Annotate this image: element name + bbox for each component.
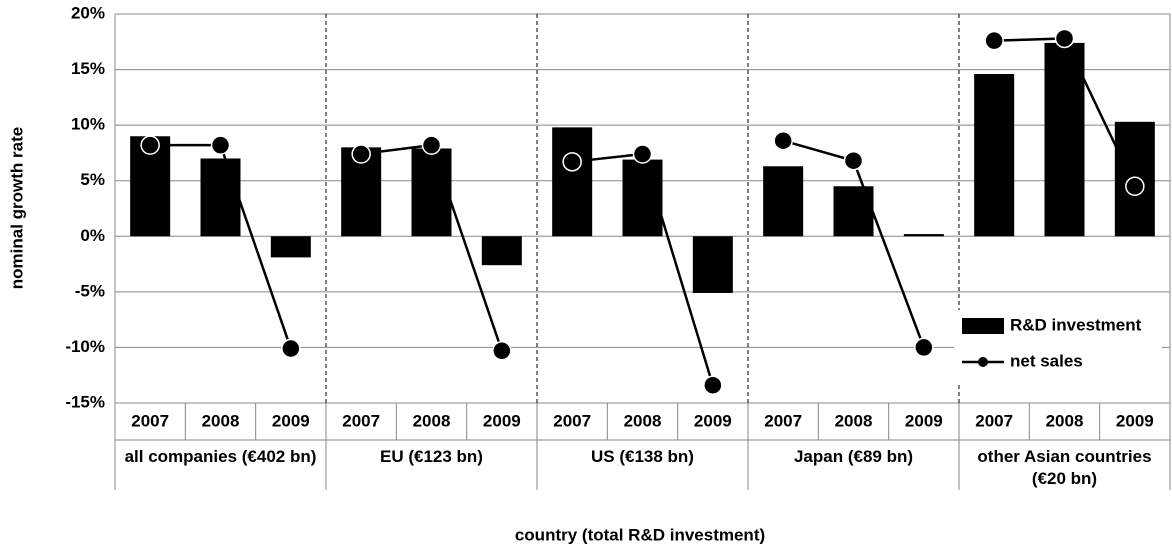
marker bbox=[210, 135, 231, 155]
x-tick-label: 2009 bbox=[694, 411, 732, 430]
x-tick-label: 2009 bbox=[272, 411, 310, 430]
marker bbox=[140, 135, 160, 155]
group-label-box: all companies (€402 bn) bbox=[124, 447, 317, 466]
y-tick-label: -5% bbox=[75, 281, 105, 300]
group-label-box: Japan (€89 bn) bbox=[793, 447, 914, 466]
bar bbox=[200, 158, 241, 237]
group-label-box: US (€138 bn) bbox=[591, 447, 694, 466]
bar bbox=[763, 166, 804, 237]
group-label: other Asian countries (€20 bn) bbox=[977, 447, 1152, 488]
x-tick-label: 2008 bbox=[624, 411, 662, 430]
x-tick-label: 2008 bbox=[835, 411, 873, 430]
x-tick-label: 2008 bbox=[413, 411, 451, 430]
marker bbox=[421, 135, 442, 155]
line bbox=[782, 139, 926, 348]
marker bbox=[632, 144, 653, 164]
bar bbox=[552, 127, 593, 237]
group-label: EU (€123 bn) bbox=[380, 447, 483, 466]
x-tick-label: 2009 bbox=[483, 411, 521, 430]
x-tick-label: 2007 bbox=[553, 411, 591, 430]
marker bbox=[351, 144, 371, 164]
marker bbox=[1125, 176, 1145, 197]
x-tick-label: 2009 bbox=[1116, 411, 1154, 430]
x-axis-label: country (total R&D investment) bbox=[515, 525, 765, 544]
marker bbox=[562, 152, 582, 172]
y-axis-label: nominal growth rate bbox=[7, 127, 26, 289]
x-tick-label: 2007 bbox=[131, 411, 169, 430]
group-label: all companies (€402 bn) bbox=[124, 447, 317, 466]
marker bbox=[984, 30, 1004, 51]
marker bbox=[773, 130, 793, 151]
y-tick-label: 15% bbox=[71, 59, 105, 78]
bar bbox=[833, 186, 874, 237]
bar bbox=[692, 236, 733, 293]
marker bbox=[492, 341, 512, 361]
x-tick-label: 2007 bbox=[342, 411, 380, 430]
marker bbox=[914, 337, 934, 358]
legend-label: net sales bbox=[1010, 351, 1083, 370]
marker bbox=[703, 375, 723, 395]
bar bbox=[270, 236, 311, 258]
group-label-box: other Asian countries (€20 bn) bbox=[977, 447, 1152, 488]
y-tick-label: 20% bbox=[71, 3, 105, 22]
marker bbox=[281, 338, 301, 359]
bar bbox=[481, 236, 522, 266]
bar bbox=[903, 234, 944, 237]
x-tick-label: 2008 bbox=[1046, 411, 1084, 430]
y-tick-label: 10% bbox=[71, 115, 105, 134]
x-tick-label: 2007 bbox=[975, 411, 1013, 430]
y-tick-label: 5% bbox=[80, 170, 105, 189]
legend-label: R&D investment bbox=[1010, 315, 1142, 334]
bar bbox=[974, 74, 1015, 237]
y-tick-label: -10% bbox=[65, 337, 105, 356]
y-tick-label: -15% bbox=[65, 392, 105, 411]
bar bbox=[1044, 42, 1085, 237]
legend-swatch bbox=[962, 318, 1004, 334]
x-tick-label: 2007 bbox=[764, 411, 802, 430]
x-tick-label: 2009 bbox=[905, 411, 943, 430]
group-label: Japan (€89 bn) bbox=[793, 447, 914, 466]
y-tick-label: 0% bbox=[80, 226, 105, 245]
marker bbox=[843, 150, 864, 171]
marker bbox=[1054, 28, 1075, 49]
legend-marker bbox=[978, 357, 988, 367]
group-label: US (€138 bn) bbox=[591, 447, 694, 466]
bar bbox=[411, 148, 452, 237]
group-label-box: EU (€123 bn) bbox=[380, 447, 483, 466]
x-tick-label: 2008 bbox=[202, 411, 240, 430]
